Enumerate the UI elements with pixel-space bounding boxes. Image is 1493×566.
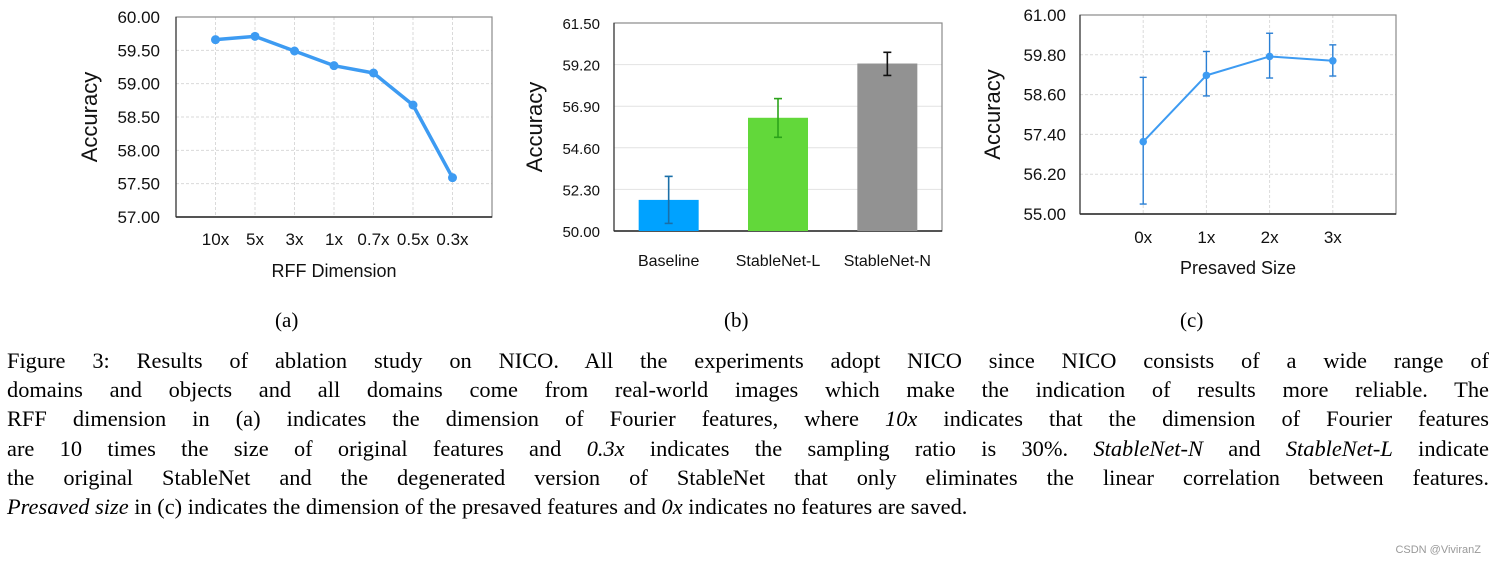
chart-b: 50.00 52.30 54.60 56.90 59.20 61.50 Baseline St… (510, 0, 970, 300)
y-axis-label: Accuracy (980, 69, 1005, 159)
y-tick-label: 59.80 (1023, 46, 1066, 65)
y-tick-label: 58.50 (117, 108, 160, 127)
y-tick-label: 58.00 (117, 141, 160, 160)
chart-c-plot: 55.00 56.20 57.40 58.60 59.80 61.00 0x 1x 2x 3x Ac… (980, 6, 1397, 278)
data-point (369, 68, 378, 78)
caption-line: RFF dimension in (a) indicates the dimen… (7, 406, 1489, 432)
caption-line: are 10 times the size of original featur… (7, 435, 1489, 461)
y-tick-label: 54.60 (562, 141, 600, 158)
y-tick-label: 57.40 (1023, 125, 1066, 144)
x-axis-label: RFF Dimension (271, 261, 396, 281)
data-point (1202, 71, 1211, 80)
x-tick-label: 1x (1197, 228, 1215, 247)
x-tick-label: 10x (202, 230, 230, 249)
x-tick-label: 0x (1134, 228, 1152, 247)
y-tick-label: 52.30 (562, 182, 600, 199)
x-tick-label: 3x (1324, 228, 1342, 247)
x-tick-label: 5x (246, 230, 264, 249)
y-tick-label: 57.50 (117, 175, 160, 194)
y-tick-label: 59.50 (117, 41, 160, 60)
data-point (211, 35, 220, 45)
x-tick-label: 0.5x (397, 230, 430, 249)
caption-line: the original StableNet and the degenerat… (7, 464, 1489, 490)
y-tick-label: 56.90 (562, 99, 600, 116)
y-tick-label: 59.20 (562, 58, 600, 75)
subfigure-label-a: (a) (275, 308, 299, 332)
y-axis-label: Accuracy (522, 82, 547, 172)
y-tick-label: 55.00 (1023, 205, 1066, 224)
x-tick-label: 0.7x (357, 230, 390, 249)
caption-line: Presaved size in (c) indicates the dimen… (7, 493, 968, 519)
chart-b-plot: 50.00 52.30 54.60 56.90 59.20 61.50 Baseline St… (522, 16, 943, 270)
data-line (1142, 55, 1333, 143)
y-tick-label: 57.00 (117, 208, 160, 227)
x-tick-label: Baseline (638, 253, 699, 270)
chart-a: 57.00 57.50 58.00 58.50 59.00 59.50 60.00 10x 5x… (0, 0, 510, 300)
y-tick-label: 61.50 (562, 16, 600, 33)
y-tick-label: 59.00 (117, 75, 160, 94)
y-tick-label: 56.20 (1023, 165, 1066, 184)
data-point (448, 173, 457, 183)
x-axis-label: Presaved Size (1180, 258, 1296, 278)
x-tick-label: StableNet-N (844, 253, 931, 270)
y-axis-label: Accuracy (77, 72, 102, 162)
chart-c: 55.00 56.20 57.40 58.60 59.80 61.00 0x 1x 2x 3x Ac… (970, 0, 1493, 300)
data-point (250, 31, 260, 41)
data-point (408, 100, 418, 110)
figure-caption: Figure 3: Results of ablation study on N… (7, 346, 1489, 521)
x-tick-label: 3x (286, 230, 304, 249)
data-point (290, 46, 299, 56)
caption-line: domains and objects and all domains come… (7, 377, 1489, 403)
plot-frame (1079, 14, 1397, 215)
chart-a-plot: 57.00 57.50 58.00 58.50 59.00 59.50 60.00 10x 5x… (77, 8, 493, 281)
caption-line: Figure 3: Results of ablation study on N… (7, 348, 1489, 373)
data-point (1329, 56, 1337, 65)
bar (857, 63, 918, 231)
y-tick-label: 60.00 (117, 8, 160, 27)
y-tick-label: 50.00 (562, 224, 600, 241)
x-tick-label: 0.3x (436, 230, 469, 249)
x-tick-label: 2x (1261, 228, 1279, 247)
data-point (329, 61, 339, 71)
watermark: CSDN @ViviranZ (1395, 544, 1481, 556)
subfigure-label-b: (b) (724, 308, 749, 332)
subfigure-label-c: (c) (1180, 308, 1204, 332)
data-point (1265, 52, 1274, 61)
x-tick-label: StableNet-L (736, 253, 821, 270)
y-tick-label: 61.00 (1023, 6, 1066, 25)
data-point (1139, 137, 1147, 146)
x-tick-label: 1x (325, 230, 343, 249)
y-tick-label: 58.60 (1023, 86, 1066, 105)
